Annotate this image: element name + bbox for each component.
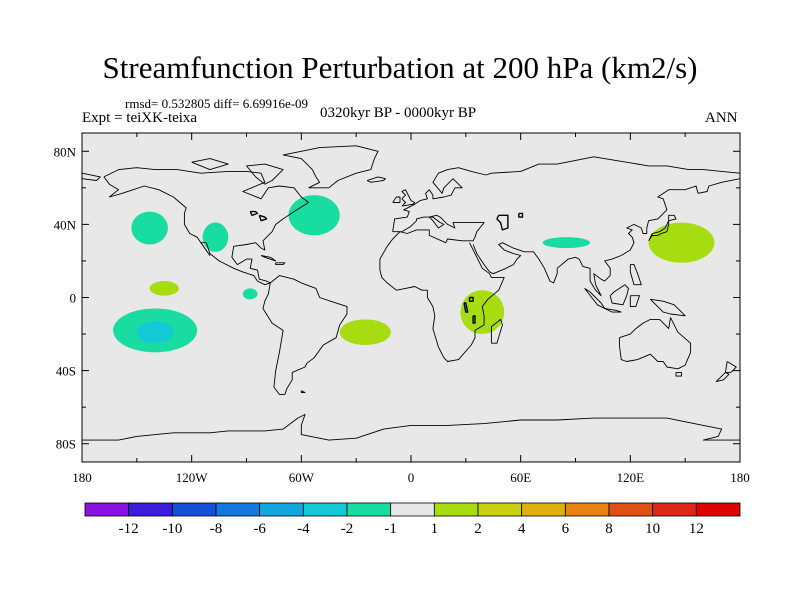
coastline bbox=[668, 214, 677, 222]
colorbar-box bbox=[171, 502, 217, 517]
coastline bbox=[650, 298, 686, 317]
lon-tick-label: 180 bbox=[72, 470, 92, 485]
colorbar-label: 2 bbox=[474, 521, 482, 537]
colorbar-box bbox=[608, 502, 654, 517]
lon-tick-label: 180 bbox=[730, 470, 750, 485]
colorbar-label: -1 bbox=[384, 521, 397, 537]
colorbar-label: -2 bbox=[341, 521, 354, 537]
lat-tick-label: 40N bbox=[54, 217, 77, 232]
colorbar-label: -12 bbox=[119, 521, 139, 537]
season-label: ANN bbox=[705, 110, 738, 126]
coastline bbox=[191, 158, 229, 171]
colorbar-label: 4 bbox=[518, 521, 526, 537]
coastline bbox=[392, 196, 401, 203]
coastline bbox=[366, 176, 386, 183]
lat-tick-label: 0 bbox=[70, 291, 77, 306]
colorbar-label: 6 bbox=[562, 521, 570, 537]
colorbar-box bbox=[433, 502, 479, 517]
colorbar-label: -6 bbox=[253, 521, 266, 537]
lon-tick-label: 120E bbox=[617, 470, 645, 485]
colorbar-label: 8 bbox=[605, 521, 613, 537]
coastline bbox=[82, 172, 101, 181]
coastline bbox=[275, 262, 286, 266]
lake-outline bbox=[468, 296, 474, 302]
colorbar-box bbox=[215, 502, 261, 517]
lake-outline bbox=[249, 210, 259, 217]
coastline bbox=[584, 288, 606, 309]
anomaly-central-pacific-pos bbox=[149, 281, 179, 296]
colorbar-label: -8 bbox=[210, 521, 223, 537]
anomaly-mexico-neg bbox=[202, 222, 229, 252]
colorbar-box bbox=[390, 502, 435, 517]
coastline bbox=[675, 371, 682, 377]
colorbar: -12 -10 -8 -6 -4 -2 -1 1 2 4 6 8 10 12 bbox=[84, 502, 741, 537]
lat-tick-label: 80N bbox=[54, 144, 77, 159]
coastline bbox=[300, 390, 306, 393]
lake-outline bbox=[258, 214, 268, 222]
colorbar-box bbox=[84, 502, 130, 517]
colorbar-box bbox=[521, 502, 566, 517]
lon-tick-label: 0 bbox=[408, 470, 415, 485]
coastline bbox=[82, 414, 740, 441]
period-label: 0320kyr BP - 0000kyr BP bbox=[320, 105, 477, 121]
lake-outline bbox=[518, 212, 524, 218]
axis-ticks: 80N 40N 0 40S 80S 180 120W 60W 0 60E 120E 180 bbox=[54, 133, 750, 485]
anomaly-north-pacific-neg bbox=[131, 211, 168, 245]
anomaly-south-pacific-core bbox=[136, 321, 174, 344]
lat-tick-label: 40S bbox=[56, 364, 76, 379]
lon-tick-label: 60W bbox=[289, 470, 315, 485]
colorbar-label: 12 bbox=[689, 521, 704, 537]
colorbar-box bbox=[477, 502, 523, 517]
anomaly-india-neg bbox=[542, 237, 591, 249]
colorbar-box bbox=[564, 502, 610, 517]
lake-outline bbox=[496, 214, 509, 231]
coastline bbox=[379, 214, 505, 362]
coastline bbox=[282, 145, 379, 189]
coastline bbox=[604, 308, 622, 313]
anomaly-south-atlantic-pos bbox=[339, 319, 391, 346]
colorbar-box bbox=[695, 502, 741, 517]
colorbar-label: 1 bbox=[431, 521, 439, 537]
coastline bbox=[401, 189, 416, 207]
coastline bbox=[724, 361, 737, 373]
coastline bbox=[629, 295, 640, 308]
coastline bbox=[715, 372, 730, 383]
coastline bbox=[490, 318, 503, 344]
coastline bbox=[392, 156, 740, 232]
rmsd-stats: rmsd= 0.532805 diff= 6.69916e-09 bbox=[125, 96, 309, 111]
colorbar-label: -10 bbox=[162, 521, 182, 537]
coastline bbox=[618, 317, 692, 370]
coastline-layer bbox=[82, 145, 740, 441]
coastline bbox=[260, 255, 277, 262]
lat-tick-label: 80S bbox=[56, 437, 76, 452]
colorbar-label: 10 bbox=[645, 521, 660, 537]
experiment-label: Expt = teiXK-teixa bbox=[82, 110, 198, 126]
colorbar-box bbox=[652, 502, 697, 517]
coastline bbox=[609, 284, 629, 306]
coastline bbox=[262, 275, 348, 395]
colorbar-box bbox=[302, 502, 348, 517]
map-background bbox=[82, 133, 740, 462]
coastline bbox=[472, 178, 740, 297]
chart-title: Streamfunction Perturbation at 200 hPa (… bbox=[102, 50, 698, 85]
coastline bbox=[103, 167, 310, 286]
lake-outline bbox=[463, 302, 469, 313]
anomaly-atlantic-neg bbox=[288, 195, 340, 236]
colorbar-box bbox=[346, 502, 392, 517]
coastline bbox=[648, 220, 670, 242]
anomaly-west-pacific-pos bbox=[648, 222, 715, 263]
coastline bbox=[246, 163, 284, 185]
coastline bbox=[629, 264, 642, 286]
lon-tick-label: 60E bbox=[510, 470, 531, 485]
colorbar-box bbox=[259, 502, 304, 517]
lon-tick-label: 120W bbox=[176, 470, 209, 485]
lake-outline bbox=[472, 315, 476, 324]
colorbar-box bbox=[128, 502, 173, 517]
anomaly-central-america-neg bbox=[242, 288, 258, 300]
colorbar-label: -4 bbox=[297, 521, 310, 537]
